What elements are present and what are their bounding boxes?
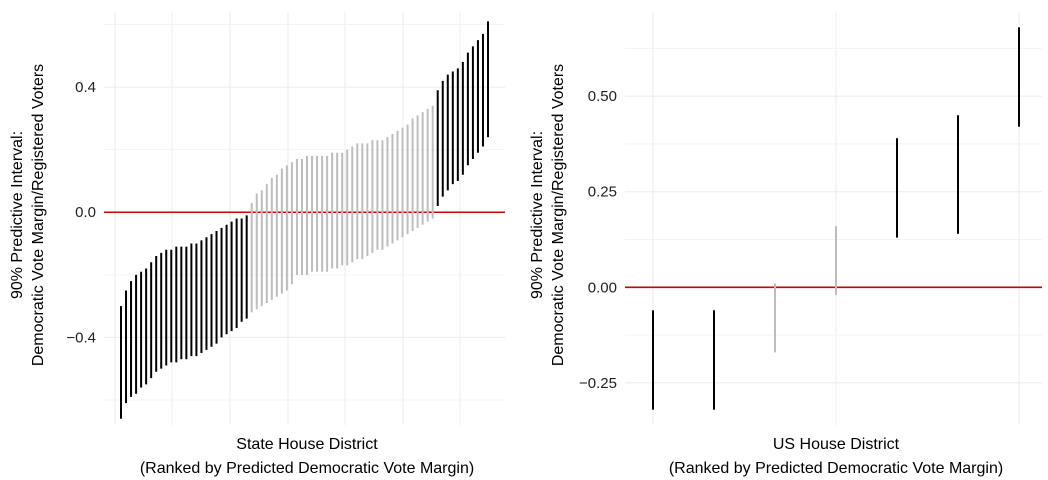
y-tick-label: 0.0: [75, 204, 96, 221]
y-tick-label: 0.25: [588, 184, 617, 201]
y-tick-label: −0.25: [579, 375, 617, 392]
interval-bars: [652, 27, 1020, 410]
grid-lines: [625, 12, 1042, 425]
y-tick-labels: −0.25 0.00 0.25 0.50: [579, 88, 617, 392]
y-tick-label: 0.4: [75, 79, 96, 96]
y-tick-label: 0.00: [588, 279, 617, 296]
y-axis-label-line1: 90% Predictive Interval:: [529, 131, 546, 299]
x-axis-label-line1: State House District: [236, 436, 378, 453]
x-axis-label-line2: (Ranked by Predicted Democratic Vote Mar…: [140, 460, 474, 477]
y-tick-label: 0.50: [588, 88, 617, 105]
grid-lines: [104, 12, 505, 425]
x-axis-label-line1: US House District: [773, 436, 900, 453]
x-axis-label-line2: (Ranked by Predicted Democratic Vote Mar…: [669, 460, 1003, 477]
y-axis-label-line1: 90% Predictive Interval:: [9, 131, 26, 299]
y-axis-label-line2: Democratic Vote Margin/Registered Voters: [550, 64, 567, 366]
y-tick-label: −0.4: [66, 329, 96, 346]
y-axis-label-line2: Democratic Vote Margin/Registered Voters: [30, 64, 47, 366]
y-tick-labels: −0.4 0.0 0.4: [66, 79, 96, 346]
us-house-panel: −0.25 0.00 0.25 0.50 US House District (Ran…: [529, 12, 1042, 477]
state-house-panel: −0.4 0.0 0.4 State House District (Ranked …: [9, 12, 505, 477]
interval-bars: [120, 21, 489, 419]
